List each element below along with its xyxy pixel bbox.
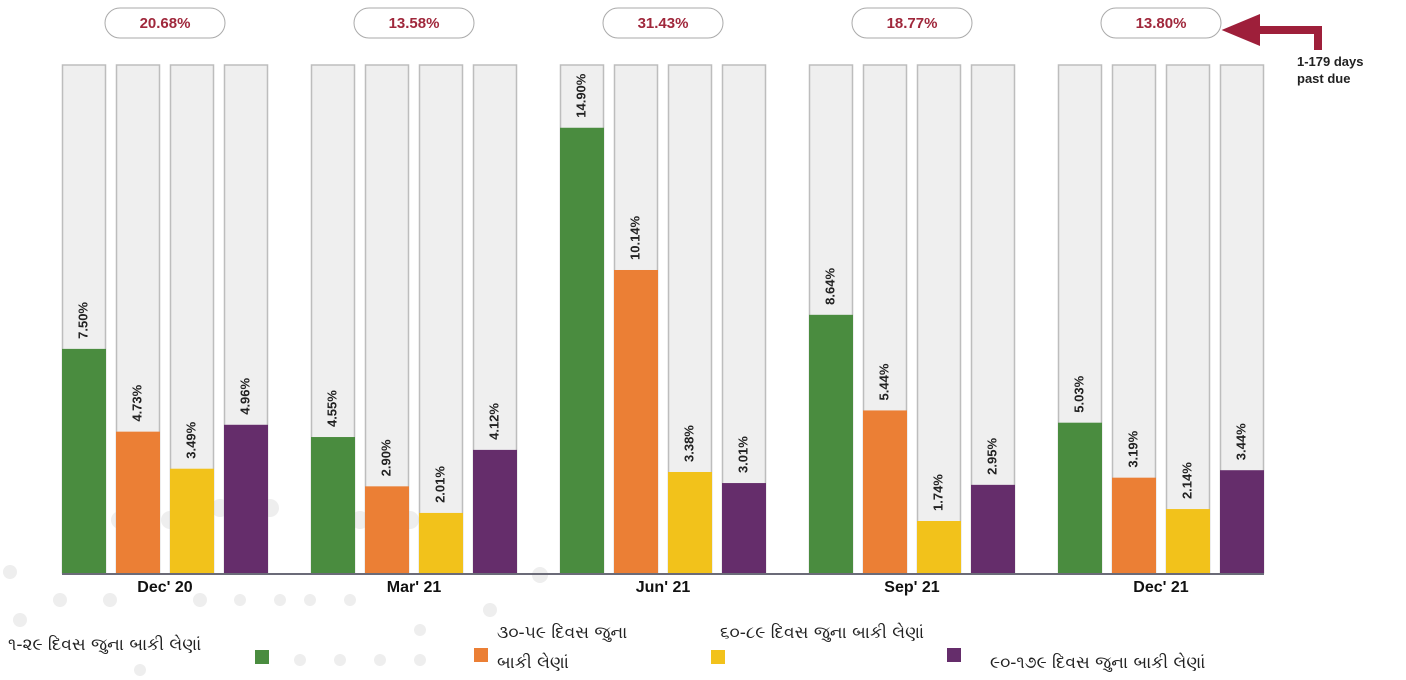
- bar: [863, 410, 907, 573]
- legend-swatch: [947, 648, 961, 662]
- data-label: 14.90%: [573, 73, 588, 118]
- legend-swatch: [255, 650, 269, 664]
- bar: [668, 471, 712, 573]
- legend-label: ૩૦-૫૯ દિવસ જુના બાકી લેણાં: [497, 623, 628, 673]
- x-tick-label: Jun' 21: [636, 579, 691, 596]
- annotation-arrow-head: [1230, 18, 1256, 42]
- bar: [365, 486, 409, 573]
- total-label: 20.68%: [140, 15, 191, 32]
- total-pill: [851, 7, 973, 39]
- bar: [560, 127, 604, 574]
- bar: [419, 512, 463, 573]
- bar-background: [418, 64, 464, 574]
- legend-label: ૯૦-૧૭૯ દિવસ જુના બાકી લેણાં: [990, 653, 1206, 673]
- data-label: 10.14%: [627, 215, 642, 260]
- annotation: 1-179 days past due: [1297, 54, 1364, 86]
- bar: [722, 483, 766, 573]
- bar: [1166, 509, 1210, 573]
- data-label: 7.50%: [75, 302, 90, 339]
- bar: [62, 348, 106, 573]
- bar: [224, 424, 268, 573]
- data-label: 8.64%: [822, 268, 837, 305]
- legend-label: ૬૦-૮૯ દિવસ જુના બાકી લેણાં: [720, 623, 925, 643]
- total-pill: [1100, 7, 1222, 39]
- x-tick-label: Dec' 20: [137, 579, 193, 596]
- bar-background: [916, 64, 962, 574]
- bar: [170, 468, 214, 573]
- data-label: 3.49%: [183, 421, 198, 458]
- data-label: 5.44%: [876, 363, 891, 400]
- total-label: 18.77%: [887, 15, 938, 32]
- legend-swatch: [711, 650, 725, 664]
- data-label: 4.73%: [129, 384, 144, 421]
- total-pill: [602, 7, 724, 39]
- bar: [311, 437, 355, 573]
- data-label: 3.01%: [735, 436, 750, 473]
- x-tick-label: Dec' 21: [1133, 579, 1189, 596]
- data-label: 4.96%: [237, 377, 252, 414]
- data-label: 2.95%: [984, 438, 999, 475]
- data-label: 4.12%: [486, 403, 501, 440]
- data-label: 2.14%: [1179, 462, 1194, 499]
- data-label: 2.01%: [432, 466, 447, 503]
- bar: [1058, 422, 1102, 573]
- bar: [971, 484, 1015, 573]
- legend-label: ૧-૨૯ દિવસ જુના બાકી લેણાં: [8, 635, 202, 655]
- x-tick-label: Sep' 21: [884, 579, 939, 596]
- total-label: 13.58%: [389, 15, 440, 32]
- bar: [116, 431, 160, 573]
- data-label: 5.03%: [1071, 375, 1086, 412]
- bar-background: [1165, 64, 1211, 574]
- x-tick-label: Mar' 21: [387, 579, 442, 596]
- bar: [917, 521, 961, 573]
- bar: [473, 449, 517, 573]
- total-label: 31.43%: [638, 15, 689, 32]
- data-label: 3.19%: [1125, 430, 1140, 467]
- data-label: 3.44%: [1233, 423, 1248, 460]
- total-label: 13.80%: [1136, 15, 1187, 32]
- data-label: 3.38%: [681, 425, 696, 462]
- total-pill: [353, 7, 475, 39]
- data-label: 4.55%: [324, 390, 339, 427]
- bar: [614, 269, 658, 573]
- legend-swatch: [474, 648, 488, 662]
- bar: [809, 314, 853, 573]
- total-pill: [104, 7, 226, 39]
- bar: [1112, 477, 1156, 573]
- data-label: 1.74%: [930, 474, 945, 511]
- data-label: 2.90%: [378, 439, 393, 476]
- bar: [1220, 470, 1264, 573]
